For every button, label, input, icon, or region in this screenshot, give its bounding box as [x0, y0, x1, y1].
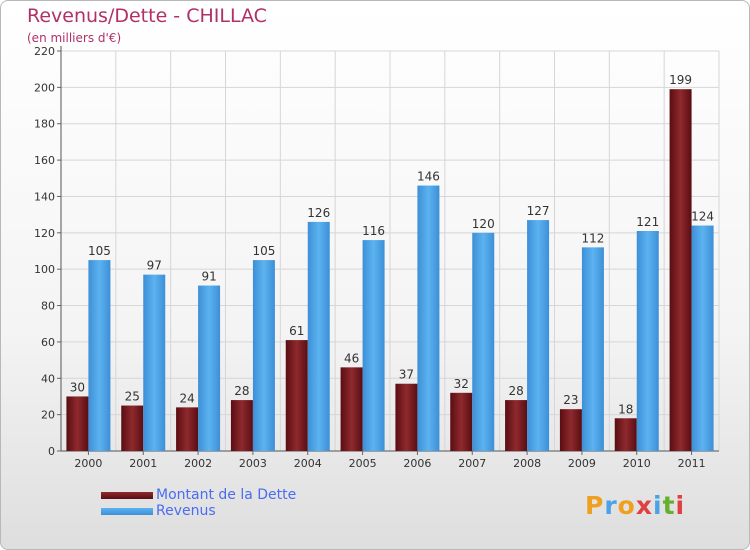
x-tick-label: 2010 [623, 457, 651, 470]
data-label-revenue: 112 [581, 231, 604, 245]
data-label-debt: 37 [399, 368, 414, 382]
data-label-revenue: 127 [527, 204, 550, 218]
data-label-debt: 18 [618, 402, 633, 416]
bar-debt [559, 409, 582, 451]
bar-debt [121, 405, 144, 451]
data-label-debt: 32 [454, 377, 469, 391]
x-tick-label: 2000 [74, 457, 102, 470]
x-tick-label: 2001 [129, 457, 157, 470]
data-label-revenue: 121 [636, 215, 659, 229]
y-tick-label: 100 [34, 263, 55, 276]
data-label-debt: 24 [179, 391, 194, 405]
logo-letter: P [585, 491, 605, 520]
bar-revenue [362, 240, 385, 451]
data-label-debt: 61 [289, 324, 304, 338]
y-tick-label: 220 [34, 45, 55, 58]
x-tick-label: 2004 [294, 457, 322, 470]
bar-revenue [527, 220, 550, 451]
bar-revenue [581, 247, 604, 451]
bar-debt [66, 396, 89, 451]
y-tick-label: 80 [41, 300, 55, 313]
data-label-revenue: 120 [472, 217, 495, 231]
bar-revenue [472, 232, 495, 451]
legend-swatch-debt [101, 491, 153, 499]
data-label-revenue: 124 [691, 210, 714, 224]
chart-legend: Montant de la Dette Revenus [101, 487, 296, 519]
y-tick-label: 60 [41, 336, 55, 349]
logo-letter: o [617, 491, 636, 520]
data-label-debt: 25 [125, 390, 140, 404]
y-tick-label: 180 [34, 118, 55, 131]
bar-debt [395, 383, 418, 451]
y-tick-label: 120 [34, 227, 55, 240]
bar-debt [669, 89, 692, 451]
bar-revenue [88, 260, 111, 451]
logo-letter: i [675, 491, 686, 520]
bar-revenue [307, 221, 330, 451]
data-label-debt: 30 [70, 380, 85, 394]
data-label-revenue: 105 [252, 244, 275, 258]
bar-debt [450, 392, 473, 451]
x-tick-label: 2003 [239, 457, 267, 470]
bar-revenue [417, 185, 440, 451]
x-tick-label: 2009 [568, 457, 596, 470]
data-label-revenue: 105 [88, 244, 111, 258]
logo-letter: x [635, 491, 653, 520]
x-tick-label: 2002 [184, 457, 212, 470]
data-label-revenue: 91 [201, 270, 216, 284]
bar-debt [230, 400, 253, 451]
bar-debt [614, 418, 637, 451]
chart-title: Revenus/Dette - CHILLAC [27, 5, 267, 27]
data-label-debt: 46 [344, 351, 359, 365]
bar-debt [340, 367, 363, 451]
y-tick-label: 20 [41, 409, 55, 422]
legend-item-revenue: Revenus [101, 503, 296, 519]
logo-letter: i [653, 491, 663, 520]
x-tick-label: 2011 [678, 457, 706, 470]
x-tick-label: 2008 [513, 457, 541, 470]
data-label-revenue: 146 [417, 170, 440, 184]
data-label-revenue: 116 [362, 224, 385, 238]
chart-subtitle: (en milliers d'€) [27, 31, 122, 45]
logo-letter: r [604, 491, 618, 520]
bar-revenue [143, 274, 166, 451]
bar-debt [285, 340, 308, 451]
data-label-debt: 23 [563, 393, 578, 407]
logo-letter: t [662, 491, 676, 520]
legend-label-debt: Montant de la Dette [156, 487, 297, 503]
bar-revenue [636, 231, 659, 451]
data-label-debt: 199 [669, 73, 692, 87]
y-tick-label: 160 [34, 154, 55, 167]
data-label-revenue: 126 [307, 206, 330, 220]
legend-swatch-revenue [101, 507, 153, 515]
y-tick-label: 200 [34, 81, 55, 94]
bar-revenue [252, 260, 275, 451]
bar-debt [505, 400, 528, 451]
data-label-debt: 28 [234, 384, 249, 398]
y-tick-label: 140 [34, 190, 55, 203]
y-tick-label: 0 [48, 445, 55, 458]
x-tick-label: 2007 [458, 457, 486, 470]
bar-revenue [198, 285, 221, 451]
data-label-debt: 28 [508, 384, 523, 398]
x-tick-label: 2006 [403, 457, 431, 470]
bar-debt [176, 407, 199, 451]
bar-revenue [691, 225, 714, 451]
legend-item-debt: Montant de la Dette [101, 487, 296, 503]
proxiti-logo: Proxiti [585, 491, 685, 520]
y-tick-label: 40 [41, 372, 55, 385]
legend-label-revenue: Revenus [156, 503, 216, 519]
data-label-revenue: 97 [147, 259, 162, 273]
x-tick-label: 2005 [349, 457, 377, 470]
